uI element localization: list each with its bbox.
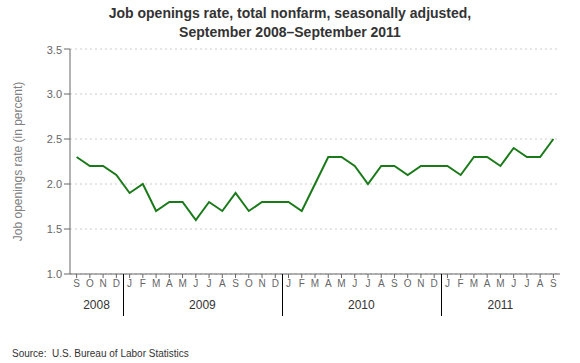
svg-text:1.0: 1.0 xyxy=(47,268,62,280)
svg-text:M: M xyxy=(470,278,478,289)
svg-text:N: N xyxy=(417,278,424,289)
svg-text:A: A xyxy=(537,278,544,289)
svg-text:O: O xyxy=(404,278,412,289)
svg-text:J: J xyxy=(286,278,291,289)
svg-text:J: J xyxy=(365,278,370,289)
svg-text:A: A xyxy=(219,278,226,289)
svg-text:J: J xyxy=(207,278,212,289)
svg-text:3.0: 3.0 xyxy=(47,88,62,100)
svg-text:J: J xyxy=(193,278,198,289)
svg-text:J: J xyxy=(524,278,529,289)
svg-text:J: J xyxy=(445,278,450,289)
svg-text:3.5: 3.5 xyxy=(47,44,62,56)
svg-text:A: A xyxy=(325,278,332,289)
svg-text:2.5: 2.5 xyxy=(47,133,62,145)
svg-text:S: S xyxy=(232,278,239,289)
html-text:2011: 2011 xyxy=(487,298,514,312)
svg-text:M: M xyxy=(178,278,186,289)
svg-text:J: J xyxy=(511,278,516,289)
svg-text:S: S xyxy=(550,278,557,289)
svg-text:F: F xyxy=(140,278,146,289)
svg-text:A: A xyxy=(378,278,385,289)
svg-text:M: M xyxy=(337,278,345,289)
svg-text:D: D xyxy=(431,278,438,289)
html-text:Job openings rate, total nonfa: Job openings rate, total nonfarm, season… xyxy=(108,5,472,40)
svg-text:A: A xyxy=(484,278,491,289)
svg-text:M: M xyxy=(496,278,504,289)
svg-text:O: O xyxy=(86,278,94,289)
svg-text:J: J xyxy=(352,278,357,289)
svg-text:F: F xyxy=(299,278,305,289)
html-text:2008: 2008 xyxy=(83,298,110,312)
svg-text:N: N xyxy=(99,278,106,289)
html-text:2009: 2009 xyxy=(189,298,216,312)
svg-text:S: S xyxy=(73,278,80,289)
svg-text:2.0: 2.0 xyxy=(47,178,62,190)
svg-text:O: O xyxy=(245,278,253,289)
svg-text:Job openings rate (in percent): Job openings rate (in percent) xyxy=(11,82,25,241)
html-text:Source: U.S. Bureau of Labor S: Source: U.S. Bureau of Labor Statistics xyxy=(12,348,189,359)
svg-text:A: A xyxy=(166,278,173,289)
svg-text:1.5: 1.5 xyxy=(47,223,62,235)
html-text:2010: 2010 xyxy=(348,298,375,312)
svg-text:J: J xyxy=(127,278,132,289)
svg-text:D: D xyxy=(272,278,279,289)
svg-text:D: D xyxy=(113,278,120,289)
svg-text:S: S xyxy=(391,278,398,289)
svg-text:M: M xyxy=(152,278,160,289)
svg-text:F: F xyxy=(458,278,464,289)
svg-text:M: M xyxy=(311,278,319,289)
svg-text:N: N xyxy=(258,278,265,289)
